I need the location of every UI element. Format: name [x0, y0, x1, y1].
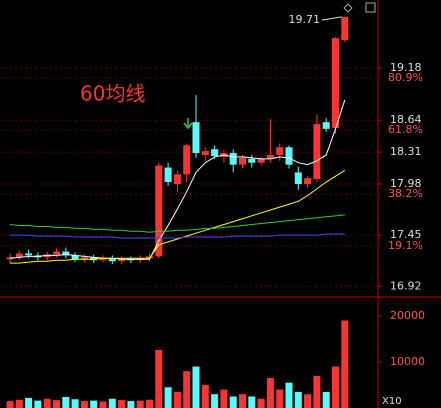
candle-body [164, 167, 172, 183]
candle-body [341, 16, 349, 41]
candle-body [99, 258, 107, 261]
volume-bar [294, 391, 302, 408]
high-pointer [321, 16, 342, 21]
candle-body [15, 253, 23, 258]
y-tick-label: 19.18 [390, 61, 422, 74]
moving-average [10, 233, 345, 239]
candle-body [108, 258, 116, 262]
volume-bar [220, 389, 228, 408]
volume-bar [266, 378, 274, 408]
volume-bar [257, 398, 265, 408]
y2-tick-label: 19.1% [388, 239, 423, 252]
candle-body [211, 149, 219, 156]
volume-bar [211, 394, 219, 408]
volume-bar [80, 401, 88, 408]
volume-bar [229, 396, 237, 408]
volume-bar [43, 398, 51, 408]
candle-body [304, 178, 312, 184]
candle-body [80, 257, 88, 260]
volume-bar [62, 396, 70, 408]
candle-body [173, 174, 181, 184]
candle-body [248, 158, 256, 163]
volume-bar [25, 397, 33, 408]
volume-bar [34, 400, 42, 408]
candle-body [192, 122, 200, 154]
candle-body [201, 151, 209, 155]
box-icon [365, 2, 376, 13]
y-tick-label: 17.45 [390, 228, 422, 241]
volume-bar [136, 400, 144, 408]
volume-bar [71, 399, 79, 408]
candle-body [257, 158, 265, 163]
y2-tick-label: 80.9% [388, 71, 423, 84]
candle-body [276, 147, 284, 155]
volume-tick-label: 20000 [390, 309, 425, 322]
ma-annotation: 60均线 [80, 82, 145, 106]
candle-body [313, 124, 321, 180]
volume-bar [276, 389, 284, 408]
volume-bar [332, 366, 339, 408]
volume-bar [183, 371, 191, 408]
volume-bar [99, 401, 107, 408]
y-tick-label: 18.31 [390, 145, 422, 158]
volume-bar [90, 400, 98, 408]
candle-body [53, 251, 60, 255]
candle-body [229, 153, 237, 165]
y2-tick-label: 61.8% [388, 123, 423, 136]
volume-bar [248, 396, 256, 408]
candle-body [239, 157, 246, 165]
moving-average [9, 99, 346, 260]
volume-bar [164, 387, 172, 408]
signal-arrow [183, 118, 193, 130]
candle-body [285, 147, 293, 165]
diamond-icon [343, 3, 353, 13]
moving-average [10, 170, 346, 264]
candle-body [266, 154, 274, 159]
candle-body [25, 253, 33, 256]
volume-bar [127, 401, 135, 408]
volume-bar [173, 391, 181, 408]
candle-body [322, 122, 330, 129]
candle-body [118, 259, 126, 262]
volume-bar [146, 399, 153, 408]
candle-body [146, 256, 153, 259]
candle-body [294, 172, 302, 184]
volume-tick-label: 10000 [390, 355, 425, 368]
y-tick-label: 18.64 [390, 113, 422, 126]
volume-bar [53, 400, 60, 408]
moving-average [9, 214, 345, 233]
volume-bar [313, 375, 321, 408]
candle-body [155, 165, 163, 257]
candle-body [183, 145, 191, 175]
y-tick-label: 17.98 [390, 177, 422, 190]
high-label: 19.71 [289, 13, 321, 26]
volume-unit: X10 [382, 396, 402, 407]
volume-bar [6, 401, 14, 408]
volume-bar [285, 382, 293, 408]
volume-bar [15, 399, 23, 408]
volume-bar [108, 398, 116, 408]
volume-bar [118, 400, 126, 408]
volume-bar [239, 394, 246, 408]
y2-tick-label: 38.2% [388, 187, 423, 200]
volume-bar [322, 391, 330, 408]
y-tick-label: 16.92 [390, 279, 422, 292]
candle-body [62, 251, 70, 256]
volume-bar [192, 366, 200, 408]
candle-body [332, 38, 339, 128]
volume-bar [304, 394, 312, 408]
volume-bar [341, 320, 349, 408]
volume-bar [201, 384, 209, 408]
volume-bar [155, 349, 163, 408]
candle-body [71, 255, 79, 260]
